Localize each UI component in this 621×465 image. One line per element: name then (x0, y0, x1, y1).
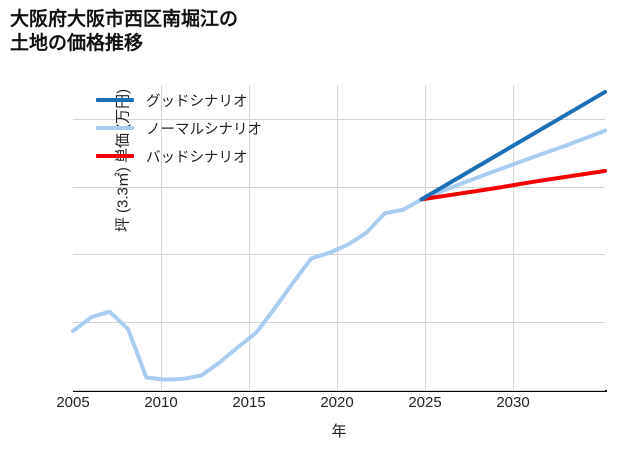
gridline-x-2015 (249, 85, 250, 390)
legend-swatch-bad-icon (96, 154, 134, 158)
gridline-y-600 (73, 119, 605, 120)
gridline-y-500 (73, 187, 605, 188)
data-series-layer (71, 89, 607, 382)
line-bad-scenario (419, 168, 607, 202)
gridline-x-2010 (161, 85, 162, 390)
x-tick-2030: 2030 (496, 394, 530, 411)
x-tick-2015: 2015 (232, 394, 266, 411)
gridline-y-300 (73, 322, 605, 323)
x-axis-spine (73, 390, 607, 392)
gridline-x-2030 (513, 85, 514, 390)
legend-label-normal: ノーマルシナリオ (146, 121, 262, 138)
gridline-x-2025 (425, 85, 426, 390)
line-good-scenario (419, 89, 607, 202)
legend-item-good[interactable]: グッドシナリオ (96, 90, 262, 110)
legend-swatch-good-icon (96, 98, 134, 102)
x-axis-label: 年 (331, 423, 347, 440)
chart-legend: グッドシナリオ ノーマルシナリオ バッドシナリオ (96, 90, 262, 166)
x-tick-2025: 2025 (408, 394, 442, 411)
legend-label-bad: バッドシナリオ (146, 149, 248, 166)
page-title: 大阪府大阪市西区南堀江の 土地の価格推移 (10, 9, 239, 55)
legend-item-normal[interactable]: ノーマルシナリオ (96, 118, 262, 138)
gridline-y-400 (73, 254, 605, 255)
gridline-y-200 (73, 390, 605, 391)
legend-swatch-normal-icon (96, 126, 134, 130)
x-tick-2020: 2020 (320, 394, 354, 411)
line-normal-scenario (71, 128, 607, 382)
plot-area (71, 85, 607, 391)
legend-label-good: グッドシナリオ (146, 93, 248, 110)
legend-item-bad[interactable]: バッドシナリオ (96, 146, 262, 166)
x-tick-2010: 2010 (144, 394, 178, 411)
x-tick-2005: 2005 (56, 394, 90, 411)
gridline-x-2020 (337, 85, 338, 390)
